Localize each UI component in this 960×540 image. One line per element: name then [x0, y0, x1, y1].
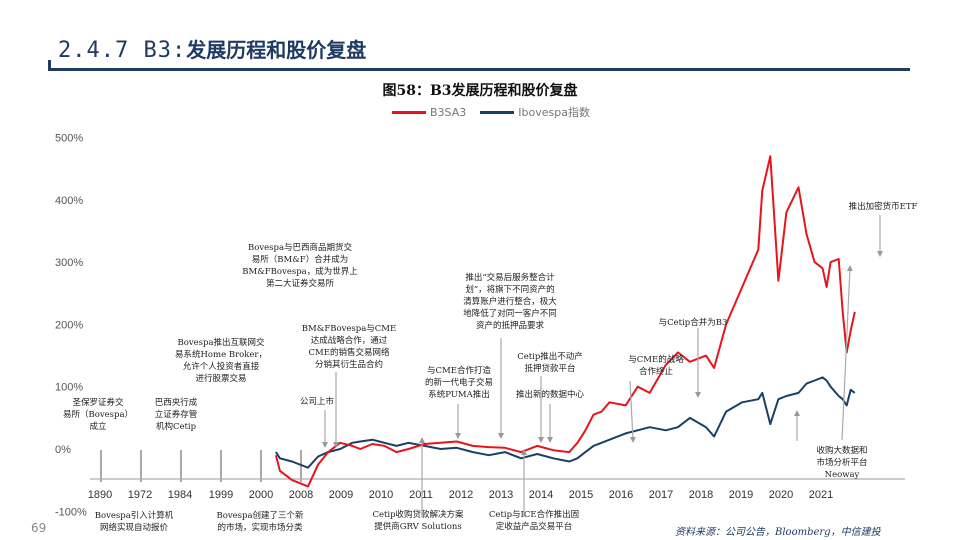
annotation-text: 圣保罗证券交易所（Bovespa）成立 — [63, 397, 133, 432]
legend-swatch-b3 — [392, 110, 426, 114]
annotation-text: Bovespa与巴西商品期货交易所（BM&F）合并成为 BM&FBovespa，成… — [242, 242, 358, 289]
annotation-text: BM&FBovespa与CME 达成战略合作，通过 CME的销售交易网络分销其衍生品… — [302, 324, 396, 370]
x-tick-label: 2009 — [329, 489, 353, 501]
x-tick-label: 2019 — [729, 489, 753, 501]
x-tick-label: 2015 — [569, 489, 593, 501]
y-tick-label: 500% — [55, 133, 83, 145]
x-tick-label: 1984 — [168, 489, 192, 501]
y-tick-label: 100% — [55, 382, 83, 394]
y-tick-label: 0% — [55, 444, 71, 456]
x-tick-label: 1972 — [128, 489, 152, 501]
y-tick-label: 400% — [55, 195, 83, 207]
x-tick-label: 2018 — [689, 489, 713, 501]
annotation-text: 推出“交易后服务整合计划”，将旗下不同资产的清算账户进行整合，极大地降低了对同一… — [463, 272, 557, 331]
section-title: 发展历程和股价复盘 — [186, 38, 367, 62]
annotation-pointer — [841, 265, 853, 441]
annotation-text: Cetip与ICE合作推出固定收益产品交易平台 — [489, 509, 579, 532]
page-number: 69 — [31, 521, 47, 535]
x-tick-label: 2012 — [449, 489, 473, 501]
series-line-b3sa3 — [274, 155, 856, 488]
annotation-text: 与CME合作打造的新一代电子交易系统PUMA推出 — [425, 365, 493, 400]
legend-swatch-ibov — [480, 110, 515, 114]
annotation-text: 推出新的数据中心 — [516, 389, 585, 400]
annotation-text: Bovespa引入计算机网络实现自动报价 — [95, 510, 174, 533]
title-rule — [48, 68, 910, 71]
x-tick-label: 2020 — [769, 489, 793, 501]
annotation-text: 巴西央行成立证券存管机构Cetip — [155, 397, 198, 432]
section-number: 2.4.7 B3: — [58, 38, 187, 63]
source-note: 资料来源：公司公告，Bloomberg，中信建投 — [675, 527, 881, 538]
x-tick-label: 2014 — [529, 489, 553, 501]
x-tick-label: 2016 — [609, 489, 633, 501]
annotation-text: Bovespa创建了三个新的市场，实现市场分类 — [216, 510, 304, 533]
x-tick-label: 2008 — [289, 489, 313, 501]
annotation-text: 与CME的战略合作终止 — [628, 354, 684, 377]
legend-item-ibov: Ibovespa指数 — [480, 104, 590, 120]
legend-item-b3: B3SA3 — [392, 106, 466, 119]
title-tick — [48, 60, 51, 71]
annotation-text: 公司上市 — [300, 396, 335, 407]
x-tick-label: 2017 — [649, 489, 673, 501]
annotation-text: Cetip收购贷款解决方案提供商GRV Solutions — [372, 509, 464, 532]
x-tick-label: 2021 — [809, 489, 833, 501]
x-tick-label: 2011 — [409, 489, 433, 501]
annotation-text: Bovespa推出互联网交易系统Home Broker，允许个人投资者直接进行股… — [175, 337, 267, 384]
chart-legend: B3SA3 Ibovespa指数 — [392, 104, 604, 120]
annotation-text: 收购大数据和市场分析平台 Neoway — [816, 445, 867, 480]
x-tick-label: 1890 — [88, 489, 112, 501]
annotation-text: 与Cetip合并为B3 — [659, 317, 728, 328]
y-tick-label: -100% — [55, 506, 87, 518]
y-tick-label: 300% — [55, 257, 83, 269]
x-tick-label: 2013 — [489, 489, 513, 501]
series-line-ibovespa — [275, 376, 856, 469]
y-tick-label: 200% — [55, 319, 83, 331]
legend-label-ibov: Ibovespa指数 — [518, 106, 590, 119]
x-tick-label: 2010 — [369, 489, 393, 501]
slide-title: 2.4.7 B3:发展历程和股价复盘 — [58, 34, 366, 63]
annotation-pointer — [629, 380, 636, 443]
x-tick-label: 1999 — [209, 489, 233, 501]
figure-title: 图58：B3发展历程和股价复盘 — [382, 83, 578, 99]
annotation-text: Cetip推出不动产抵押贷款平台 — [517, 351, 583, 374]
legend-label-b3: B3SA3 — [430, 105, 467, 119]
annotation-text: 推出加密货币ETF — [849, 201, 918, 212]
x-tick-label: 2000 — [249, 489, 273, 501]
